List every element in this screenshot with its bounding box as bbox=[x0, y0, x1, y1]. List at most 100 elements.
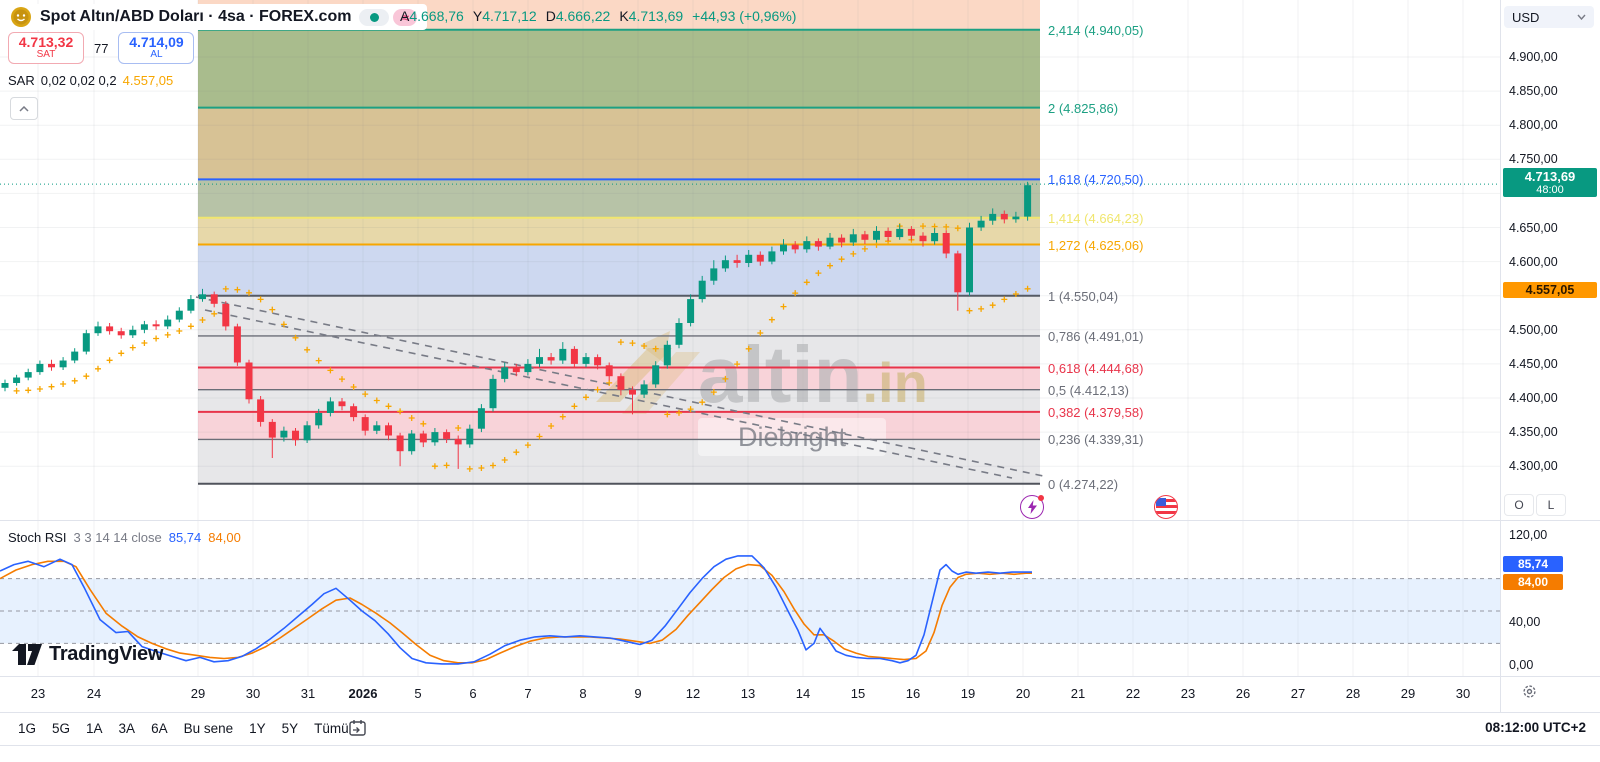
time-tick-label: 23 bbox=[1180, 686, 1196, 701]
main-chart-pane[interactable]: altin.in Diebright 2,414 (4.940,05) 2 (4.… bbox=[0, 0, 1600, 520]
time-tick-label: 20 bbox=[1015, 686, 1031, 701]
range-button-tümü[interactable]: Tümü bbox=[314, 721, 349, 736]
stoch-k-value: 85,74 bbox=[168, 530, 202, 545]
time-tick-label: 21 bbox=[1070, 686, 1086, 701]
time-tick-label: 6 bbox=[469, 686, 477, 701]
axis-divider bbox=[1500, 0, 1501, 712]
log-scale-button[interactable]: L bbox=[1536, 494, 1566, 516]
chevron-up-icon bbox=[19, 105, 29, 112]
sar-value: 4.557,05 bbox=[122, 73, 174, 88]
time-tick-label: 12 bbox=[685, 686, 701, 701]
tradingview-logo[interactable]: TradingView bbox=[12, 643, 163, 666]
time-tick-label: 23 bbox=[30, 686, 46, 701]
range-button-3a[interactable]: 3A bbox=[118, 721, 136, 736]
stoch-rsi-pane[interactable]: Stoch RSI 3 3 14 14 close 85,74 84,00 12… bbox=[0, 520, 1600, 677]
time-tick-label: 9 bbox=[634, 686, 642, 701]
sar-name: SAR bbox=[8, 73, 35, 88]
chevron-down-icon bbox=[1577, 14, 1586, 20]
stoch-k-badge: 85,74 bbox=[1503, 556, 1563, 572]
stoch-params: 3 3 14 14 close bbox=[73, 530, 162, 545]
open-value: 4.668,76 bbox=[409, 8, 464, 24]
bottom-toolbar: 1G 5G 1A 3A 6A Bu sene 1Y 5Y Tümü 08:12:00 UTC+2 bbox=[0, 712, 1600, 746]
currency-selector[interactable]: USD bbox=[1504, 6, 1594, 28]
range-button-1a[interactable]: 1A bbox=[86, 721, 103, 736]
time-tick-label: 27 bbox=[1290, 686, 1306, 701]
time-tick-label: 30 bbox=[245, 686, 261, 701]
sar-params: 0,02 0,02 0,2 bbox=[40, 73, 117, 88]
stoch-tick-label: 120,00 bbox=[1509, 528, 1548, 543]
stoch-legend[interactable]: Stoch RSI 3 3 14 14 close 85,74 84,00 bbox=[8, 530, 241, 545]
low-value: 4.666,22 bbox=[555, 8, 611, 24]
price-tick-label: 4.900,00 bbox=[1509, 50, 1558, 64]
range-button-5g[interactable]: 5G bbox=[52, 721, 71, 736]
time-tick-label: 2026 bbox=[348, 686, 378, 701]
time-axis[interactable]: 23 24 29 30 31 2026 5 6 7 8 9 12 13 14 15 16 19 20 21 22 23 2… bbox=[0, 676, 1600, 713]
price-tick-label: 4.350,00 bbox=[1509, 425, 1558, 440]
time-tick-label: 7 bbox=[524, 686, 532, 701]
high-value: 4.717,12 bbox=[482, 8, 537, 24]
sar-legend[interactable]: SAR 0,02 0,02 0,2 4.557,05 bbox=[8, 73, 173, 88]
time-tick-label: 24 bbox=[86, 686, 102, 701]
percent-scale-button[interactable]: O bbox=[1504, 494, 1534, 516]
price-tick-label: 4.500,00 bbox=[1509, 322, 1558, 337]
stoch-d-value: 84,00 bbox=[208, 530, 241, 545]
delayed-data-icon[interactable]: ≈ bbox=[393, 8, 418, 26]
bar-countdown: 48:00 bbox=[1536, 184, 1564, 197]
time-tick-label: 22 bbox=[1125, 686, 1141, 701]
time-tick-label: 14 bbox=[795, 686, 811, 701]
price-tick-label: 4.400,00 bbox=[1509, 391, 1558, 405]
tradingview-logo-icon bbox=[12, 644, 42, 665]
sell-button[interactable]: 4.713,32 SAT bbox=[8, 32, 84, 64]
range-button-1y[interactable]: 1Y bbox=[249, 721, 266, 736]
stoch-axis[interactable]: 120,00 40,00 0,00 85,74 84,00 bbox=[1501, 521, 1600, 677]
stoch-title: Stoch RSI bbox=[8, 530, 67, 545]
buy-price: 4.714,09 bbox=[129, 34, 184, 50]
time-tick-label: 8 bbox=[579, 686, 587, 701]
stoch-d-badge: 84,00 bbox=[1503, 574, 1563, 590]
time-tick-label: 26 bbox=[1235, 686, 1251, 701]
chart-canvas[interactable]: altin.in Diebright bbox=[0, 0, 1500, 520]
price-tick-label: 4.650,00 bbox=[1509, 220, 1558, 235]
time-tick-label: 30 bbox=[1455, 686, 1471, 701]
time-tick-label: 28 bbox=[1345, 686, 1361, 701]
spread-value: 77 bbox=[94, 40, 109, 56]
symbol-legend[interactable]: Spot Altın/ABD Doları · 4sa · FOREX.com … bbox=[6, 4, 428, 30]
sar-price-badge: 4.557,05 bbox=[1503, 281, 1597, 298]
range-button-1g[interactable]: 1G bbox=[18, 721, 37, 736]
range-button-5y[interactable]: 5Y bbox=[281, 721, 299, 736]
price-tick-label: 4.600,00 bbox=[1509, 254, 1558, 269]
price-tick-label: 4.750,00 bbox=[1509, 152, 1558, 167]
calendar-icon bbox=[349, 720, 366, 736]
clock-timezone[interactable]: 08:12:00 UTC+2 bbox=[1485, 720, 1586, 735]
price-axis[interactable]: USD 4.900,00 4.850,00 4.800,00 4.750,00 4.65… bbox=[1501, 0, 1600, 520]
currency-label: USD bbox=[1512, 9, 1540, 25]
time-tick-label: 19 bbox=[960, 686, 976, 701]
price-tick-label: 4.850,00 bbox=[1509, 84, 1558, 99]
change-value: +44,93 (+0,96%) bbox=[692, 8, 797, 24]
collapse-legend-button[interactable] bbox=[10, 97, 38, 120]
goto-date-button[interactable] bbox=[348, 719, 367, 738]
price-tick-label: 4.450,00 bbox=[1509, 356, 1558, 371]
sell-price: 4.713,32 bbox=[18, 34, 74, 50]
time-tick-label: 29 bbox=[190, 686, 206, 701]
instant-order-icon[interactable] bbox=[1020, 495, 1044, 519]
buy-button[interactable]: 4.714,09 AL bbox=[118, 32, 195, 64]
stoch-canvas[interactable] bbox=[0, 521, 1500, 676]
time-tick-label: 15 bbox=[850, 686, 866, 701]
time-tick-label: 13 bbox=[740, 686, 756, 701]
time-tick-label: 16 bbox=[905, 686, 921, 701]
range-buttons: 1G 5G 1A 3A 6A Bu sene 1Y 5Y Tümü bbox=[10, 713, 357, 744]
axis-settings-gear-icon[interactable] bbox=[1522, 684, 1537, 704]
svg-text:Diebright: Diebright bbox=[738, 422, 847, 452]
time-tick-label: 31 bbox=[300, 686, 316, 701]
stoch-tick-label: 40,00 bbox=[1509, 614, 1541, 629]
range-button-bu-sene[interactable]: Bu sene bbox=[183, 721, 234, 736]
gold-coin-icon bbox=[11, 7, 31, 27]
us-flag-icon[interactable] bbox=[1154, 495, 1178, 519]
range-button-6a[interactable]: 6A bbox=[151, 721, 168, 736]
price-tick-label: 4.800,00 bbox=[1509, 118, 1558, 133]
symbol-title[interactable]: Spot Altın/ABD Doları · 4sa · FOREX.com bbox=[40, 8, 352, 25]
market-open-icon[interactable] bbox=[359, 8, 390, 26]
notification-dot bbox=[1038, 495, 1044, 501]
